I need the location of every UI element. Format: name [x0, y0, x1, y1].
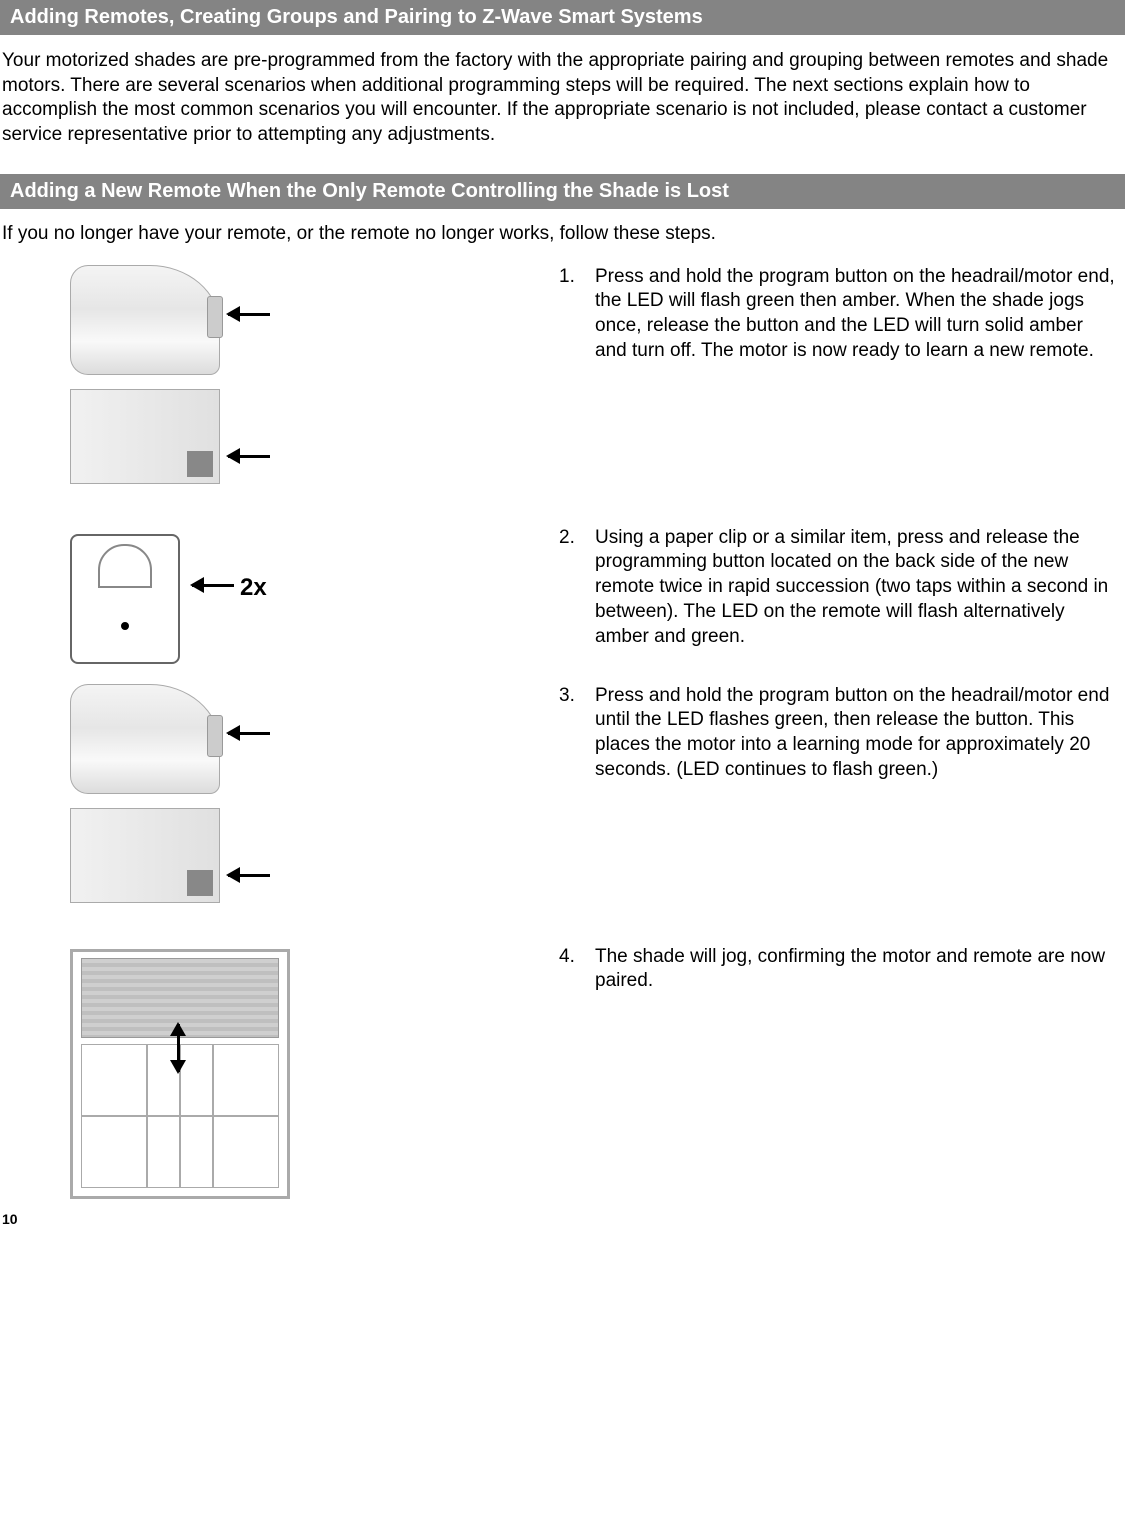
step-1-illustration [0, 265, 555, 494]
page-number: 10 [0, 1211, 1125, 1227]
step-3-illustration [0, 684, 555, 913]
step-2-row: 2x 2. Using a paper clip or a similar it… [0, 526, 1125, 672]
step-3-number: 3. [555, 684, 595, 709]
arrow-icon [228, 313, 270, 316]
step-1-row: 1. Press and hold the program button on … [0, 265, 1125, 494]
step-2-number: 2. [555, 526, 595, 551]
remote-back-icon [70, 534, 180, 664]
arrow-icon [228, 732, 270, 735]
intro-paragraph: Your motorized shades are pre-programmed… [0, 49, 1125, 148]
step-3-row: 3. Press and hold the program button on … [0, 684, 1125, 913]
step-2-illustration: 2x [0, 526, 555, 672]
step-4-text: The shade will jog, confirming the motor… [595, 945, 1125, 994]
window-shade-icon [70, 949, 290, 1199]
arrow-icon [228, 874, 270, 877]
step-1-number: 1. [555, 265, 595, 290]
step-4-row: 4. The shade will jog, confirming the mo… [0, 945, 1125, 1199]
arrow-icon [192, 584, 234, 587]
section-header-1: Adding Remotes, Creating Groups and Pair… [0, 0, 1125, 35]
two-x-label: 2x [240, 574, 267, 602]
step-1-text: Press and hold the program button on the… [595, 265, 1125, 364]
step-4-illustration [0, 945, 555, 1199]
arrow-icon [228, 455, 270, 458]
step-4-number: 4. [555, 945, 595, 970]
motor-end-icon [70, 808, 220, 903]
headrail-icon [70, 684, 220, 794]
section-header-2: Adding a New Remote When the Only Remote… [0, 174, 1125, 209]
step-3-text: Press and hold the program button on the… [595, 684, 1125, 783]
lead-paragraph: If you no longer have your remote, or th… [0, 223, 1125, 245]
motor-end-icon [70, 389, 220, 484]
headrail-icon [70, 265, 220, 375]
updown-arrow-icon [177, 1024, 180, 1072]
step-2-text: Using a paper clip or a similar item, pr… [595, 526, 1125, 649]
